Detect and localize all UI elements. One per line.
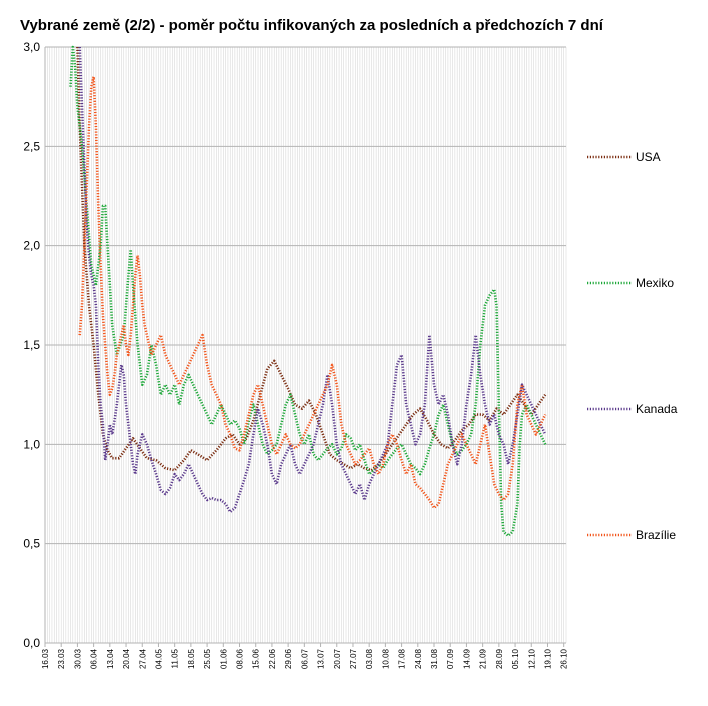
series-line <box>78 46 547 514</box>
y-tick-label: 1,0 <box>23 437 40 451</box>
x-tick-label: 01.06 <box>219 648 228 669</box>
x-tick-label: 20.07 <box>333 648 342 669</box>
x-tick-label: 29.06 <box>284 648 293 669</box>
legend: USA Mexiko Kanada Brazílie <box>587 150 678 542</box>
legend-label: USA <box>636 150 661 164</box>
x-axis-ticks: 16.03 23.03 30.03 06.04 13.04 20.04 27.04 04.05… <box>41 643 569 669</box>
x-tick-label: 28.09 <box>495 648 504 669</box>
x-tick-label: 26.10 <box>560 648 569 669</box>
series-lines <box>69 45 547 537</box>
y-tick-label: 3,0 <box>23 40 40 54</box>
x-tick-label: 27.07 <box>349 648 358 669</box>
chart-title: Vybrané země (2/2) - poměr počtu infikov… <box>20 17 603 34</box>
y-tick-label: 2,5 <box>23 139 40 153</box>
x-tick-label: 08.06 <box>236 648 245 669</box>
series-line <box>69 45 547 537</box>
legend-label: Mexiko <box>636 276 674 290</box>
x-tick-label: 06.07 <box>300 648 309 669</box>
x-tick-label: 06.04 <box>90 648 99 669</box>
x-tick-label: 13.04 <box>106 648 115 669</box>
axes <box>44 47 566 644</box>
series-line <box>78 75 547 510</box>
y-tick-label: 2,0 <box>23 239 40 253</box>
x-tick-label: 05.10 <box>511 648 520 669</box>
x-tick-label: 23.03 <box>57 648 66 669</box>
x-tick-label: 31.08 <box>430 648 439 669</box>
x-tick-label: 04.05 <box>154 648 163 669</box>
x-tick-label: 10.08 <box>381 648 390 669</box>
x-tick-label: 25.05 <box>203 648 212 669</box>
grid <box>44 46 567 644</box>
x-tick-label: 13.07 <box>317 648 326 669</box>
x-tick-label: 30.03 <box>73 648 82 669</box>
x-tick-label: 14.09 <box>462 648 471 669</box>
x-tick-label: 21.09 <box>479 648 488 669</box>
x-tick-label: 20.04 <box>122 648 131 669</box>
y-tick-label: 1,5 <box>23 338 40 352</box>
x-tick-label: 22.06 <box>268 648 277 669</box>
x-tick-label: 16.03 <box>41 648 50 669</box>
x-tick-label: 15.06 <box>252 648 261 669</box>
y-axis-ticks: 0,0 0,5 1,0 1,5 2,0 2,5 3,0 <box>23 40 40 650</box>
x-tick-label: 03.08 <box>365 648 374 669</box>
x-tick-label: 19.10 <box>543 648 552 669</box>
x-tick-label: 12.10 <box>527 648 536 669</box>
y-tick-label: 0,0 <box>23 636 40 650</box>
x-tick-label: 11.05 <box>171 648 180 668</box>
y-tick-label: 0,5 <box>23 537 40 551</box>
x-tick-label: 27.04 <box>138 648 147 669</box>
legend-label: Brazílie <box>636 528 676 542</box>
x-tick-label: 24.08 <box>414 648 423 669</box>
x-tick-label: 18.05 <box>187 648 196 669</box>
x-tick-label: 17.08 <box>398 648 407 669</box>
legend-label: Kanada <box>636 402 678 416</box>
x-tick-label: 07.09 <box>446 648 455 669</box>
